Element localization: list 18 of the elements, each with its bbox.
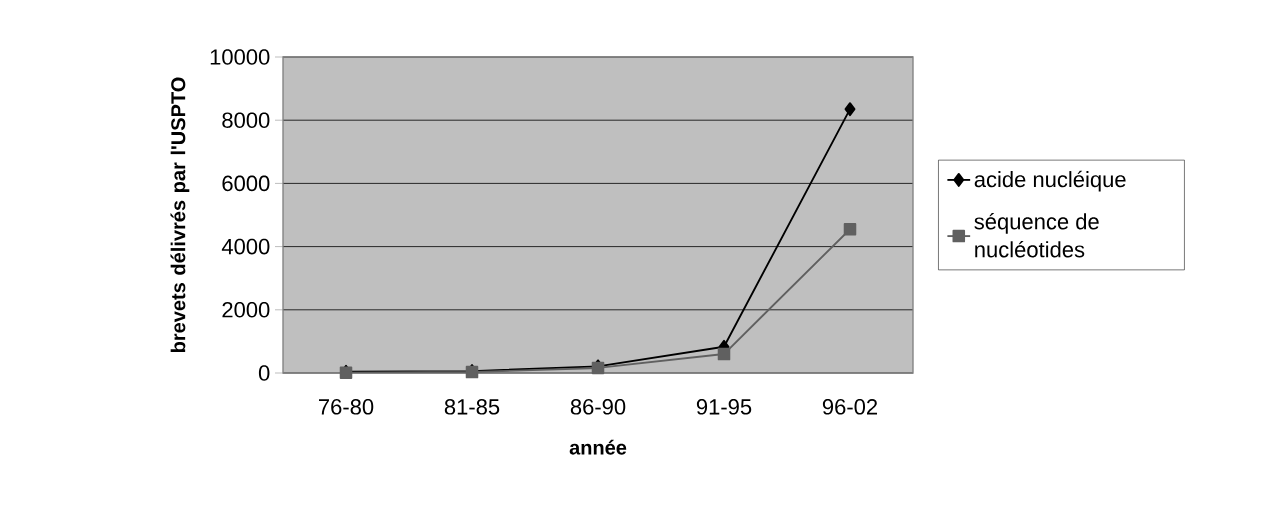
x-axis-title: année	[569, 439, 627, 455]
y-tick-label: 10000	[210, 49, 270, 65]
y-tick-label: 8000	[222, 112, 270, 128]
point	[843, 222, 857, 236]
legend-label: acide nucléique	[974, 170, 1126, 192]
x-tick-label: 76-80	[319, 399, 374, 415]
y-tick-label: 2000	[222, 302, 270, 318]
x-tick-label: 86-90	[570, 399, 626, 415]
legend-label: séquence de nucléotides	[974, 212, 1099, 258]
y-axis-title: brevets délivrés par l'USPTO	[170, 77, 190, 353]
point	[717, 347, 731, 361]
y-tick-label: 0	[258, 365, 270, 381]
y-tick-label: 4000	[221, 238, 270, 255]
x-tick-label: 96-02	[822, 399, 878, 415]
x-tick-label: 91-95	[696, 399, 752, 415]
point	[844, 102, 856, 117]
y-tick-label: 6000	[222, 175, 270, 192]
x-tick-label: 81-85	[444, 399, 500, 415]
